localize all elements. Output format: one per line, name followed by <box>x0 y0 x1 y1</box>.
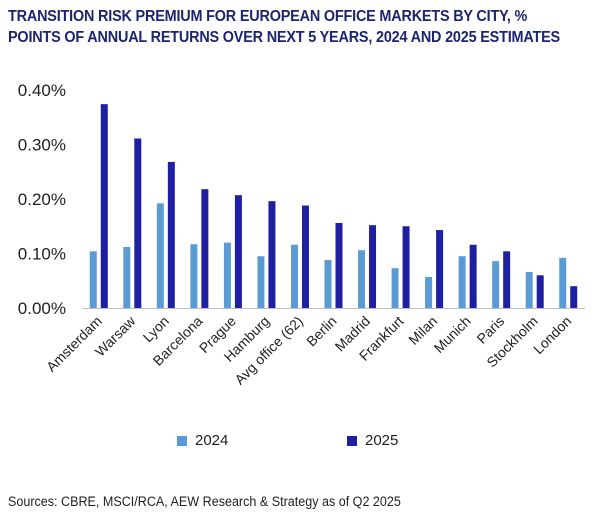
bar-2024-madrid <box>358 250 366 308</box>
bar-2024-avg-office-62- <box>290 244 298 308</box>
legend-label-2024: 2024 <box>195 432 229 449</box>
bar-2024-stockholm <box>525 272 533 308</box>
y-tick-label: 0.00% <box>18 299 66 318</box>
bar-2025-barcelona <box>201 189 209 308</box>
bar-2025-london <box>570 286 578 308</box>
bar-2025-hamburg <box>268 201 276 308</box>
legend-swatch-2025 <box>347 435 357 446</box>
chart-title: TRANSITION RISK PREMIUM FOR EUROPEAN OFF… <box>8 8 560 46</box>
bar-2025-madrid <box>369 225 377 308</box>
y-axis: 0.00% 0.10% 0.20% 0.30% 0.40% <box>18 81 66 318</box>
bar-2024-berlin <box>324 260 332 308</box>
legend-item-2024: 2024 <box>177 432 228 449</box>
bar-2024-hamburg <box>257 256 265 308</box>
x-tick-label: London <box>530 313 574 357</box>
bar-2024-paris <box>492 261 500 308</box>
bar-2025-warsaw <box>134 138 142 308</box>
bar-2024-munich <box>458 256 466 308</box>
bar-2025-paris <box>503 251 511 308</box>
bar-2024-warsaw <box>123 246 131 308</box>
bar-2025-stockholm <box>536 275 544 308</box>
legend-item-2025: 2025 <box>347 432 398 449</box>
y-tick-label: 0.30% <box>18 136 66 155</box>
y-tick-label: 0.10% <box>18 245 66 264</box>
bar-2025-prague <box>234 195 242 308</box>
bar-2024-amsterdam <box>89 251 97 308</box>
bar-2025-munich <box>469 244 477 308</box>
bar-2025-frankfurt <box>402 226 410 308</box>
source-note: Sources: CBRE, MSCI/RCA, AEW Research & … <box>8 494 401 509</box>
bar-2024-barcelona <box>190 244 198 308</box>
x-tick-label: Munich <box>431 313 474 356</box>
bar-2024-frankfurt <box>391 268 399 308</box>
bar-2024-prague <box>223 242 231 308</box>
y-tick-label: 0.40% <box>18 81 66 100</box>
bar-2025-avg-office-62- <box>301 205 309 308</box>
bars <box>89 104 578 308</box>
bar-2025-berlin <box>335 222 343 308</box>
bar-2025-milan <box>436 230 444 308</box>
bar-2024-london <box>559 257 567 308</box>
bar-2025-amsterdam <box>100 104 108 308</box>
y-tick-label: 0.20% <box>18 190 66 209</box>
legend-swatch-2024 <box>177 435 187 446</box>
bar-2024-lyon <box>156 203 164 308</box>
bar-2024-milan <box>425 276 433 308</box>
legend-label-2025: 2025 <box>365 432 399 449</box>
bar-2025-lyon <box>167 161 175 308</box>
